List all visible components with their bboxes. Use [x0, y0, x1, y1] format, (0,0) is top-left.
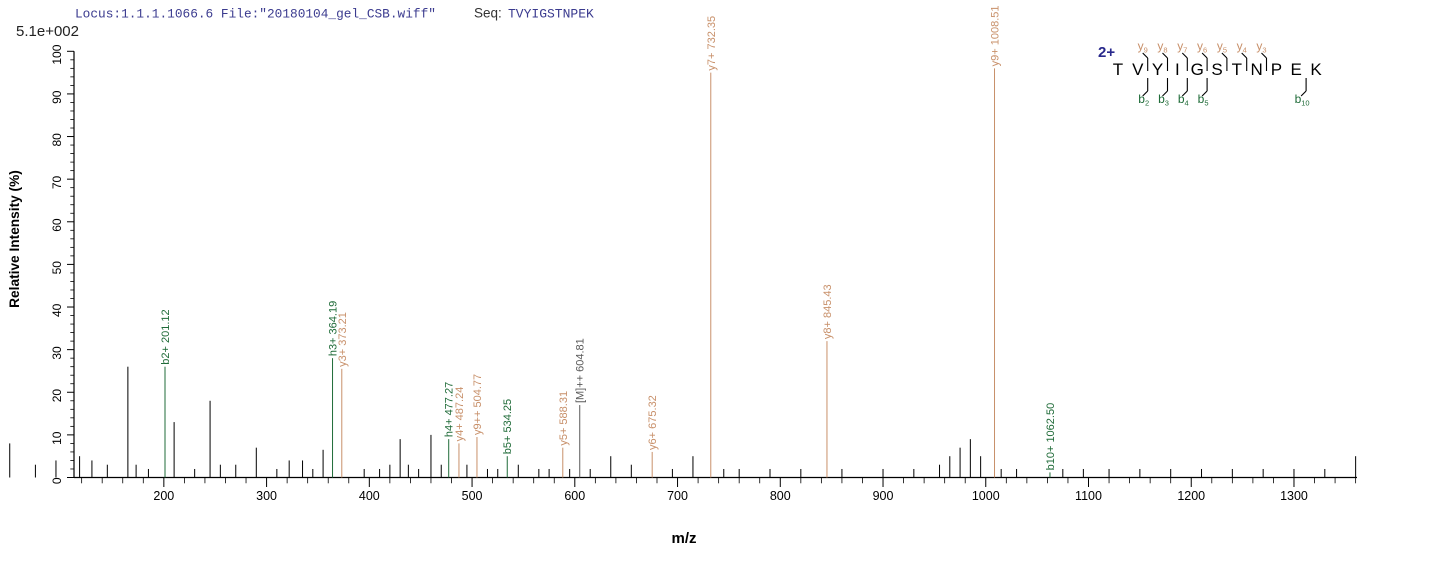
- svg-text:m/z: m/z: [671, 530, 696, 547]
- svg-text:1000: 1000: [972, 489, 1000, 503]
- svg-text:[M]++ 604.81: [M]++ 604.81: [575, 338, 587, 403]
- svg-text:y3+ 373.21: y3+ 373.21: [337, 312, 349, 367]
- svg-text:30: 30: [50, 346, 64, 360]
- svg-text:Relative Intensity (%): Relative Intensity (%): [7, 170, 22, 308]
- svg-text:200: 200: [153, 489, 174, 503]
- svg-text:b2+ 201.12: b2+ 201.12: [160, 309, 172, 364]
- svg-text:S: S: [1211, 60, 1222, 79]
- svg-text:I: I: [1175, 60, 1180, 79]
- svg-text:50: 50: [50, 261, 64, 275]
- svg-text:600: 600: [564, 489, 585, 503]
- svg-text:60: 60: [50, 218, 64, 232]
- svg-text:y8+ 845.43: y8+ 845.43: [822, 284, 834, 339]
- svg-text:T: T: [1232, 60, 1242, 79]
- svg-text:y6+ 675.32: y6+ 675.32: [647, 395, 659, 450]
- svg-text:700: 700: [667, 489, 688, 503]
- svg-text:y5+ 588.31: y5+ 588.31: [558, 391, 570, 446]
- svg-text:40: 40: [50, 303, 64, 317]
- svg-text:y7+ 732.35: y7+ 732.35: [706, 16, 718, 71]
- svg-text:1200: 1200: [1177, 489, 1205, 503]
- svg-text:80: 80: [50, 133, 64, 147]
- svg-text:10: 10: [50, 431, 64, 445]
- svg-text:800: 800: [770, 489, 791, 503]
- svg-text:E: E: [1291, 60, 1302, 79]
- svg-text:V: V: [1132, 60, 1144, 79]
- svg-text:b5+ 534.25: b5+ 534.25: [502, 399, 514, 454]
- svg-text:900: 900: [873, 489, 894, 503]
- svg-text:y9+ 1008.51: y9+ 1008.51: [990, 5, 1002, 66]
- svg-text:N: N: [1250, 60, 1262, 79]
- svg-text:1300: 1300: [1280, 489, 1308, 503]
- svg-text:y4+ 487.24: y4+ 487.24: [454, 387, 466, 442]
- svg-text:K: K: [1310, 60, 1322, 79]
- svg-text:70: 70: [50, 175, 64, 189]
- svg-text:500: 500: [462, 489, 483, 503]
- svg-text:100: 100: [50, 44, 64, 64]
- svg-text:300: 300: [256, 489, 277, 503]
- svg-text:2+: 2+: [1098, 44, 1115, 61]
- svg-text:TVYIGSTNPEK: TVYIGSTNPEK: [508, 7, 594, 22]
- svg-text:G: G: [1191, 60, 1204, 79]
- svg-text:Seq:: Seq:: [474, 6, 502, 21]
- svg-text:0: 0: [50, 477, 64, 484]
- svg-text:Locus:1.1.1.1066.6 File:"20180: Locus:1.1.1.1066.6 File:"20180104_gel_CS…: [75, 7, 436, 22]
- svg-text:T: T: [1113, 60, 1123, 79]
- svg-text:Y: Y: [1152, 60, 1163, 79]
- svg-text:b10+ 1062.50: b10+ 1062.50: [1045, 403, 1057, 471]
- svg-text:400: 400: [359, 489, 380, 503]
- svg-text:20: 20: [50, 389, 64, 403]
- svg-text:90: 90: [50, 90, 64, 104]
- svg-text:5.1e+002: 5.1e+002: [16, 23, 79, 40]
- svg-text:1100: 1100: [1075, 489, 1102, 503]
- svg-text:y9++ 504.77: y9++ 504.77: [472, 374, 484, 435]
- svg-text:P: P: [1271, 60, 1282, 79]
